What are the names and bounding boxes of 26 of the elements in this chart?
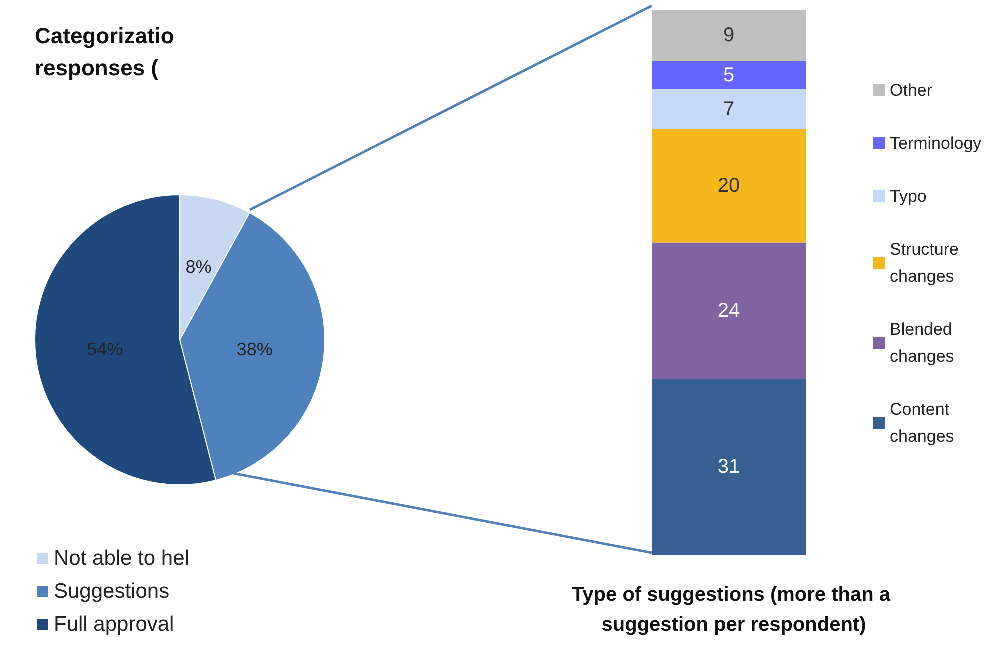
legend-label: Terminology [890,134,982,153]
data-label: 38% [236,339,273,360]
bar [652,379,806,555]
legend-label: Content changes [890,400,954,446]
x-axis-title: Type of suggestions (more than a suggestion per respondent) [572,584,896,636]
data-label: 7 [723,98,735,120]
data-label: 20 [718,174,740,197]
legend-label: Blended changes [890,320,958,366]
chart-title: Categorizatio responses ( [35,24,174,80]
legend-label: Typo [890,187,927,206]
data-label: 31 [718,456,740,478]
legend-label: Structure changes [890,240,964,286]
bar [652,61,806,90]
data-label: 24 [718,300,740,322]
legend-label: Suggestions [54,580,170,603]
data-label: 5 [723,64,735,86]
legend-label: Other [890,81,933,100]
bar [652,242,806,380]
bar [652,10,806,62]
legend-label: Not able to hel [54,547,190,570]
bar [652,129,806,243]
bar [652,89,806,130]
legend-label: Full approval [54,613,174,636]
data-label: 9 [723,24,735,47]
data-label: 8% [186,256,212,277]
data-label: 54% [87,339,124,360]
